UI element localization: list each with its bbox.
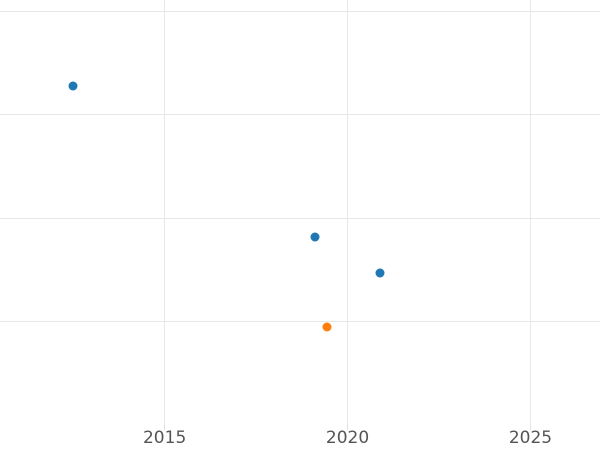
- x-tick-label: 2020: [325, 428, 370, 448]
- x-tick-mark: [164, 425, 166, 430]
- plot-area: [0, 0, 600, 425]
- x-gridline: [164, 0, 166, 425]
- y-gridline: [0, 114, 600, 116]
- y-gridline: [0, 217, 600, 219]
- x-gridline: [347, 0, 349, 425]
- y-gridline: [0, 10, 600, 12]
- x-tick-label: 2015: [142, 428, 187, 448]
- data-point-blue-series: [310, 232, 320, 242]
- x-gridline: [529, 0, 531, 425]
- data-point-blue-series: [68, 81, 78, 91]
- y-gridline: [0, 321, 600, 323]
- data-point-orange-series: [322, 322, 332, 332]
- x-tick-mark: [529, 425, 531, 430]
- x-tick-label: 2025: [508, 428, 553, 448]
- data-point-blue-series: [375, 268, 385, 278]
- x-tick-mark: [347, 425, 349, 430]
